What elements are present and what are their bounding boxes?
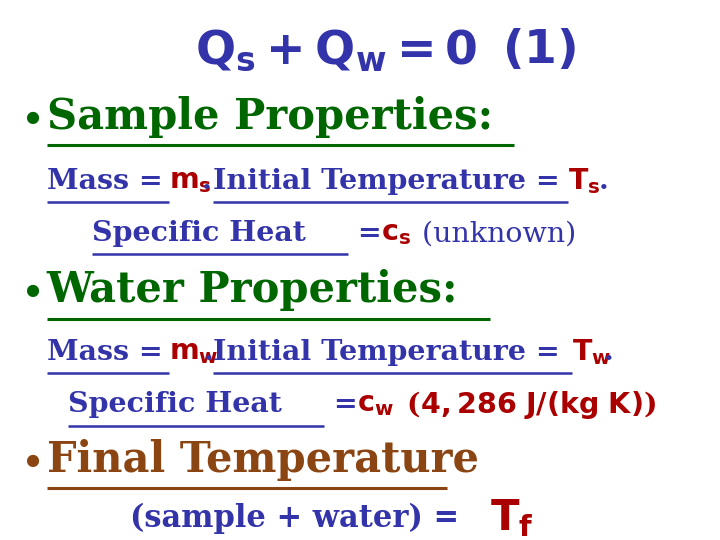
Text: $\mathbf{T_s}$: $\mathbf{T_s}$: [568, 166, 600, 196]
Text: $\bullet$: $\bullet$: [19, 269, 40, 312]
Text: $\mathbf{m_s}$: $\mathbf{m_s}$: [169, 168, 212, 195]
Text: Initial Temperature =: Initial Temperature =: [213, 339, 570, 366]
Text: Mass =: Mass =: [47, 339, 172, 366]
Text: (unknown): (unknown): [413, 220, 576, 247]
Text: .: .: [204, 339, 223, 366]
Text: $\mathbf{c_s}$: $\mathbf{c_s}$: [381, 220, 411, 247]
Text: $\bullet$: $\bullet$: [19, 439, 40, 481]
Text: $\mathbf{c_w}$: $\mathbf{c_w}$: [357, 392, 394, 418]
Text: .: .: [603, 339, 613, 366]
Text: Water Properties:: Water Properties:: [47, 269, 458, 312]
Text: Specific Heat: Specific Heat: [68, 392, 282, 418]
Text: $\mathbf{T_w}$: $\mathbf{T_w}$: [572, 337, 611, 367]
Text: $\mathbf{T_f}$: $\mathbf{T_f}$: [490, 497, 534, 539]
Text: ($\mathbf{4,286\ J/(kg\ K)}$): ($\mathbf{4,286\ J/(kg\ K)}$): [387, 389, 656, 421]
Text: $\mathbf{Q_s + Q_w = 0}$: $\mathbf{Q_s + Q_w = 0}$: [195, 27, 477, 73]
Text: Initial Temperature =: Initial Temperature =: [213, 168, 570, 195]
Text: (sample + water) =: (sample + water) =: [130, 503, 470, 534]
Text: =: =: [324, 392, 367, 418]
Text: $\bullet$: $\bullet$: [19, 96, 40, 138]
Text: .: .: [202, 168, 222, 195]
Text: $\mathbf{(1)}$: $\mathbf{(1)}$: [502, 27, 576, 73]
Text: Mass =: Mass =: [47, 168, 172, 195]
Text: $\mathbf{m_w}$: $\mathbf{m_w}$: [169, 339, 218, 366]
Text: Final Temperature: Final Temperature: [47, 439, 479, 481]
Text: =: =: [348, 220, 392, 247]
Text: Specific Heat: Specific Heat: [92, 220, 306, 247]
Text: Sample Properties:: Sample Properties:: [47, 96, 493, 138]
Text: .: .: [598, 168, 608, 195]
